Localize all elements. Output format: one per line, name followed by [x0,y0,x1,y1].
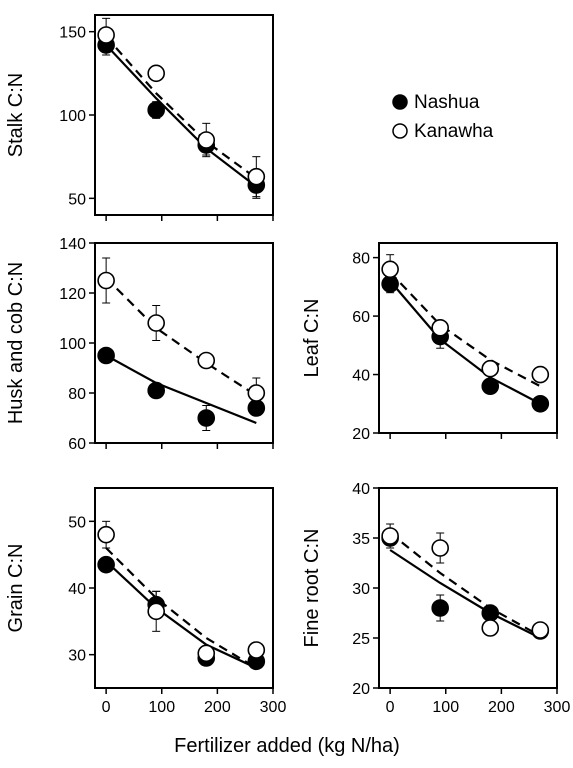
y-tick-label: 20 [352,426,370,443]
y-tick-label: 80 [352,251,370,268]
y-tick-label: 150 [59,25,86,42]
panel-grain: 30 40 50 0 100 200 300 Grain C:N [5,487,287,716]
fit-line-kanawha [105,547,257,669]
point-nashua [531,394,550,413]
x-tick-label: 100 [432,699,459,716]
y-tick-label: 50 [68,514,86,531]
x-tick-label: 300 [260,699,287,716]
fit-line-kanawha [389,532,541,637]
fit-line-nashua [389,549,541,639]
y-tick-label: 35 [352,531,370,548]
legend-label-kanawha: Kanawha [414,121,494,142]
point-kanawha [381,527,399,545]
panels: 50 100 150 Stalk C:N 60 80 100 120 140 Husk and c… [5,14,570,716]
y-axis-label: Stalk C:N [5,73,27,157]
fit-line-kanawha [389,271,541,388]
y-axis-label: Leaf C:N [301,299,323,378]
panel-stalk: 50 100 150 Stalk C:N [5,14,274,221]
plot-frame [378,487,558,689]
y-tick-label: 20 [352,681,370,698]
fit-line-kanawha [105,277,257,397]
plot-frame [94,14,274,216]
panel-fineroot: 20 25 30 35 40 0 100 200 300 Fine root C:N [301,481,570,716]
y-tick-label: 30 [352,581,370,598]
plot-frame [94,487,274,689]
y-axis-label: Husk and cob C:N [5,262,27,424]
y-tick-label: 40 [352,481,370,498]
point-kanawha [97,525,115,544]
y-tick-label: 100 [59,336,86,353]
legend-marker-nashua [392,94,408,110]
y-axis-label: Fine root C:N [301,529,323,648]
point-kanawha [481,619,500,637]
y-tick-label: 100 [59,108,86,125]
point-nashua [481,377,500,396]
y-tick-label: 140 [59,236,86,253]
point-nashua [197,409,216,427]
fit-line-nashua [105,44,257,188]
point-kanawha [481,359,500,378]
fit-line-nashua [105,560,257,669]
point-nashua [97,346,115,365]
y-tick-label: 40 [68,581,86,598]
point-kanawha [531,621,550,639]
x-tick-label: 100 [148,699,175,716]
point-kanawha [431,318,449,337]
point-kanawha [531,365,550,384]
point-kanawha [197,351,216,370]
x-axis-label: Fertilizer added (kg N/ha) [174,735,400,757]
point-nashua [431,599,449,617]
point-kanawha [147,314,165,332]
point-kanawha [97,271,115,290]
fit-line-nashua [105,354,257,425]
point-nashua [147,381,165,400]
y-tick-label: 80 [68,386,86,403]
point-kanawha [431,539,449,557]
plot-frame [378,242,558,434]
fit-line-nashua [389,280,541,405]
legend-label-nashua: Nashua [414,92,480,113]
point-kanawha [247,384,266,402]
point-kanawha [147,64,165,83]
fit-line-kanawha [105,35,257,180]
legend: Nashua Kanawha [392,92,494,142]
y-tick-label: 60 [352,309,370,326]
point-kanawha [381,260,399,279]
y-tick-label: 120 [59,286,86,303]
panel-leaf: 20 40 60 80 Leaf C:N [301,242,558,443]
point-kanawha [147,602,165,621]
y-tick-label: 40 [352,368,370,385]
y-tick-label: 60 [68,436,86,453]
panel-husk: 60 80 100 120 140 Husk and cob C:N [5,236,274,453]
point-nashua [147,101,165,119]
y-tick-label: 25 [352,631,370,648]
x-tick-label: 200 [488,699,515,716]
point-kanawha [197,644,216,663]
plot-frame [94,242,274,444]
x-tick-label: 0 [102,699,111,716]
point-kanawha [247,641,266,659]
y-tick-label: 50 [68,191,86,208]
point-nashua [97,555,115,574]
y-tick-label: 30 [68,648,86,665]
point-kanawha [197,131,216,149]
point-kanawha [247,167,266,186]
x-tick-label: 300 [544,699,571,716]
x-tick-label: 0 [386,699,395,716]
point-kanawha [97,26,115,44]
x-tick-label: 200 [204,699,231,716]
legend-marker-kanawha [392,123,408,139]
y-axis-label: Grain C:N [5,544,27,633]
